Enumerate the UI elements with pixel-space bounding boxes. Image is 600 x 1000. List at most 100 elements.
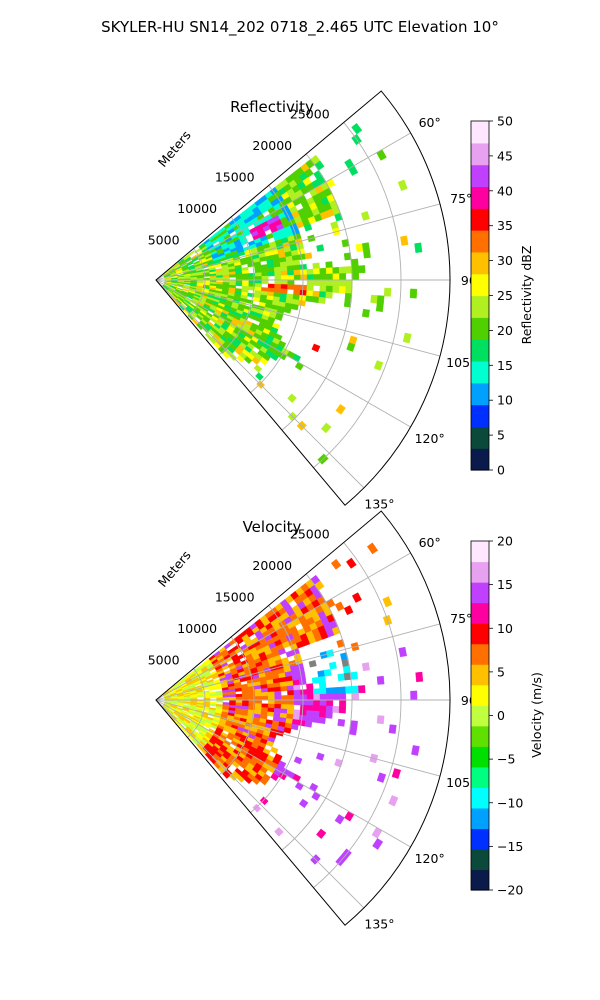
echo-cell (391, 768, 401, 779)
colorbar-segment (471, 582, 489, 604)
echo-cell (293, 684, 301, 691)
velocity-panel: Velocity Meters 5000 10000 15000 20000 25000… (148, 510, 544, 932)
echo-cell (306, 699, 314, 706)
azimuth-tick-label: 135° (364, 496, 394, 511)
echo-cell (280, 699, 288, 705)
echo-cell (312, 705, 321, 712)
echo-cell (311, 791, 321, 801)
echo-cell (370, 294, 378, 304)
colorbar-tick-label: 0 (497, 708, 505, 723)
echo-cell (293, 264, 301, 271)
range-ring (313, 122, 402, 469)
echo-cell (358, 685, 366, 694)
range-ring (281, 153, 353, 431)
echo-cell (274, 691, 282, 697)
azimuth-spoke (155, 132, 411, 281)
echo-cell (398, 646, 407, 658)
echo-cell (319, 273, 327, 281)
echo-cell (351, 258, 359, 267)
reflectivity-colorbar-label: Reflectivity dBZ (519, 246, 534, 345)
echo-cell (320, 422, 332, 434)
echo-cell (266, 711, 275, 717)
azimuth-spoke (155, 699, 411, 848)
echo-cell (261, 691, 269, 697)
echo-cell (325, 267, 334, 275)
echo-cell (293, 284, 301, 291)
echo-cell (273, 686, 282, 692)
radial-tick-label: 10000 (177, 201, 217, 216)
echo-cell (274, 271, 282, 277)
echo-cell (254, 268, 262, 274)
echo-cell (326, 699, 334, 707)
echo-cell (261, 695, 269, 701)
azimuth-tick-label: 120° (415, 431, 445, 446)
echo-cell (235, 699, 243, 704)
echo-cell (287, 393, 297, 404)
radial-tick-label: 5000 (148, 653, 180, 668)
azimuth-spoke (155, 279, 365, 489)
echo-cell (397, 179, 408, 191)
echo-cell (287, 694, 295, 701)
echo-cell (337, 673, 346, 682)
echo-cell (319, 285, 327, 293)
colorbar-segment (471, 828, 489, 850)
echo-cell (293, 689, 301, 696)
echo-cell (382, 596, 393, 608)
echo-cell (325, 687, 334, 695)
velocity-ticks: 50001000015000200002500060°75°90°105°120… (148, 527, 483, 932)
echo-cell (311, 343, 321, 353)
echo-cell (300, 274, 308, 281)
echo-cell (306, 710, 314, 717)
echo-cell (268, 695, 275, 701)
range-ring (281, 573, 353, 851)
echo-cell (376, 772, 387, 783)
echo-cell (326, 273, 334, 281)
echo-cell (300, 689, 308, 696)
echo-cell (372, 838, 384, 850)
echo-cell (300, 269, 308, 276)
echo-cell (315, 752, 325, 761)
echo-cell (346, 557, 357, 569)
echo-cell (293, 709, 301, 716)
colorbar-segment (471, 186, 489, 209)
echo-cell (259, 796, 269, 806)
colorbar-segment (471, 602, 489, 624)
echo-cell (270, 746, 279, 754)
echo-cell (274, 275, 282, 281)
colorbar-segment (471, 208, 489, 231)
echo-cell (339, 279, 347, 287)
colorbar-segment (471, 251, 489, 275)
echo-cell (338, 266, 347, 274)
echo-cell (361, 308, 370, 318)
colorbar-segment (471, 230, 489, 253)
echo-cell (300, 694, 308, 701)
reflectivity-radial-label: Meters (155, 128, 194, 170)
echo-cell (236, 774, 245, 783)
echo-cell (299, 289, 307, 297)
echo-cell (332, 686, 340, 695)
azimuth-tick-label: 60° (419, 115, 441, 130)
echo-cell (229, 694, 237, 698)
velocity-colorbar: −20 −15 −10 −5 0 5 10 15 20 (470, 534, 523, 898)
echo-cell (267, 687, 275, 693)
echo-cell (375, 303, 384, 313)
colorbar-tick-label: 25 (497, 288, 513, 303)
echo-cell (293, 699, 301, 706)
echo-cell (376, 295, 385, 305)
echo-cell (415, 671, 424, 683)
radial-tick-label: 10000 (177, 621, 217, 636)
range-ring (187, 668, 206, 738)
echo-cell (383, 287, 392, 297)
radial-tick-label: 15000 (215, 590, 255, 605)
echo-cell (280, 270, 288, 276)
echo-cell (222, 351, 230, 359)
echo-cell (358, 265, 366, 274)
echo-cell (292, 259, 301, 266)
echo-cell (242, 693, 250, 698)
colorbar-segment (471, 725, 489, 747)
echo-cell (352, 692, 360, 701)
colorbar-tick-label: −20 (497, 883, 523, 898)
echo-cell (261, 688, 269, 693)
echo-cell (376, 715, 385, 725)
reflectivity-echo-field (161, 122, 423, 465)
